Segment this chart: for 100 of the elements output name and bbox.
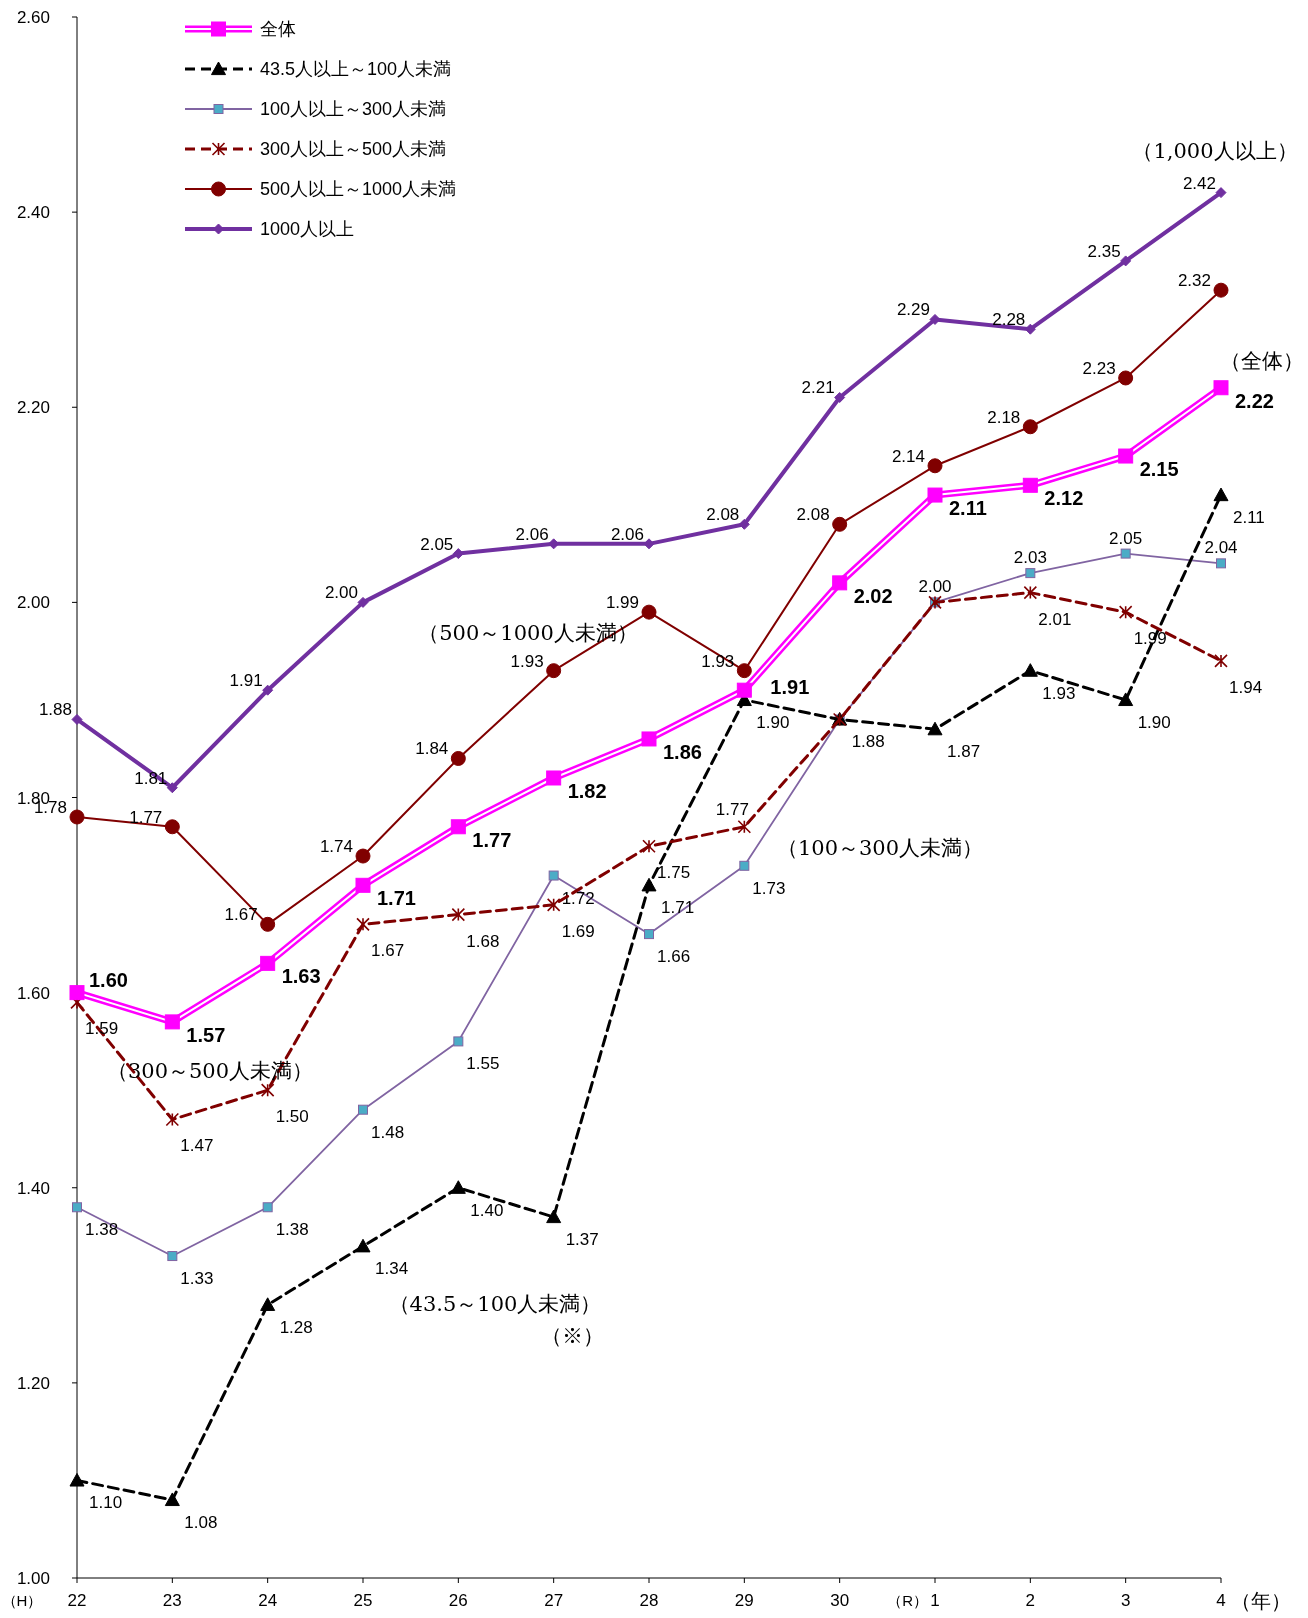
data-label: 2.11 [949,497,987,520]
data-label: 2.21 [801,378,835,398]
data-label: 1.75 [657,863,691,883]
data-label: 1.84 [415,739,449,759]
data-label: 2.08 [706,505,740,525]
data-label: 2.08 [796,505,830,525]
text: （H） [1,1592,43,1609]
x-tick-label: 26 [448,1591,468,1610]
data-label: 1.66 [657,947,691,967]
data-label: 1.93 [701,651,735,671]
y-tick-label: 1.40 [16,1178,50,1198]
data-label: 1.59 [85,1019,119,1039]
x-tick-label: 2 [1025,1591,1036,1610]
text: （R） [887,1592,929,1609]
y-tick-label: 2.60 [16,8,50,27]
data-label: 2.00 [324,583,358,603]
data-label: 1.91 [229,671,263,691]
y-tick-label: 2.00 [16,593,50,613]
legend-label: 100人以上～300人未満 [260,99,447,119]
legend-label: 300人以上～500人未満 [260,139,447,159]
x-tick-label: 3 [1120,1591,1131,1610]
data-label: 1.90 [1137,712,1171,732]
data-label: 2.32 [1177,271,1211,291]
data-label: 1.88 [38,700,72,720]
y-tick-label: 1.00 [16,1569,50,1588]
data-label: 1.93 [510,651,544,671]
data-label: 1.93 [1042,683,1076,703]
data-label: 2.05 [420,534,454,554]
data-label: 1.10 [89,1493,123,1513]
data-label: 2.14 [891,446,925,466]
data-label: 2.18 [987,407,1021,427]
data-label: 2.05 [1109,528,1143,548]
y-tick-label: 2.40 [16,203,50,223]
legend-label: 1000人以上 [260,219,355,239]
data-label: 1.88 [851,732,885,752]
data-label: 1.55 [466,1054,500,1074]
data-label: 1.90 [756,712,790,732]
data-label: 2.15 [1139,458,1179,481]
y-tick-label: 2.20 [16,398,50,418]
data-label: 2.42 [1182,173,1216,193]
data-label: 1.50 [275,1107,309,1127]
data-label: 1.73 [752,878,786,898]
data-label: 2.02 [853,584,893,607]
data-label: 1.77 [129,807,163,827]
x-tick-label: 22 [67,1591,87,1610]
data-label: 2.06 [515,524,549,544]
data-label: 1.08 [184,1512,218,1532]
data-label: 2.29 [896,300,930,320]
data-label: 1.77 [715,799,749,819]
data-label: 1.67 [371,941,405,961]
data-label: 2.01 [1038,609,1072,629]
x-tick-label: 29 [734,1591,754,1610]
x-tick-label: 25 [353,1591,373,1610]
data-label: 1.68 [466,931,500,951]
data-label: 1.69 [561,921,595,941]
data-label: 2.22 [1235,389,1274,412]
y-tick-label: 1.20 [16,1373,50,1393]
x-tick-label: 23 [162,1591,182,1610]
x-tick-label: 4 [1216,1591,1226,1610]
annotation: （※） [540,1324,604,1348]
data-label: 2.06 [610,524,644,544]
data-label: 1.94 [1229,677,1263,697]
legend-label: 全体 [260,19,296,39]
x-tick-label: 30 [830,1591,850,1610]
data-label: 2.04 [1204,538,1238,558]
data-label: 1.48 [371,1122,405,1142]
data-label: 1.33 [180,1269,214,1289]
data-label: 1.40 [470,1200,504,1220]
x-tick-label: 1 [930,1591,940,1610]
data-label: 1.99 [605,593,639,613]
data-label: 1.60 [89,968,128,991]
data-label: 1.86 [663,740,702,763]
data-label: 1.34 [375,1259,409,1279]
data-label: 1.91 [770,676,810,699]
data-label: 1.67 [224,905,258,925]
data-label: 1.82 [567,779,607,802]
data-label: 2.00 [918,577,952,597]
data-label: 2.28 [992,310,1026,330]
annotation: （1,000人以上） [1132,139,1298,163]
data-label: 1.87 [947,742,981,762]
data-label: 1.37 [565,1230,599,1250]
data-label: 2.12 [1044,487,1084,510]
x-tick-label: 24 [258,1591,278,1610]
data-label: 1.28 [279,1317,313,1337]
x-axis-title: （年） [1231,1590,1291,1612]
data-label: 1.72 [561,888,595,908]
data-label: 2.35 [1087,241,1121,261]
data-label: 1.57 [186,1023,226,1046]
data-label: 1.63 [281,965,321,988]
data-label: 1.47 [180,1136,214,1156]
annotation: （全体） [1220,349,1304,373]
data-label: 1.38 [85,1220,119,1240]
annotation: （100～300人未満） [776,836,984,860]
x-tick-label: 27 [544,1591,564,1610]
legend-label: 500人以上～1000人未満 [260,179,457,199]
legend-label: 43.5人以上～100人未満 [260,59,452,79]
data-label: 2.03 [1013,548,1047,568]
y-tick-label: 1.60 [16,983,50,1003]
data-label: 1.71 [377,887,416,910]
data-label: 2.11 [1233,508,1265,528]
